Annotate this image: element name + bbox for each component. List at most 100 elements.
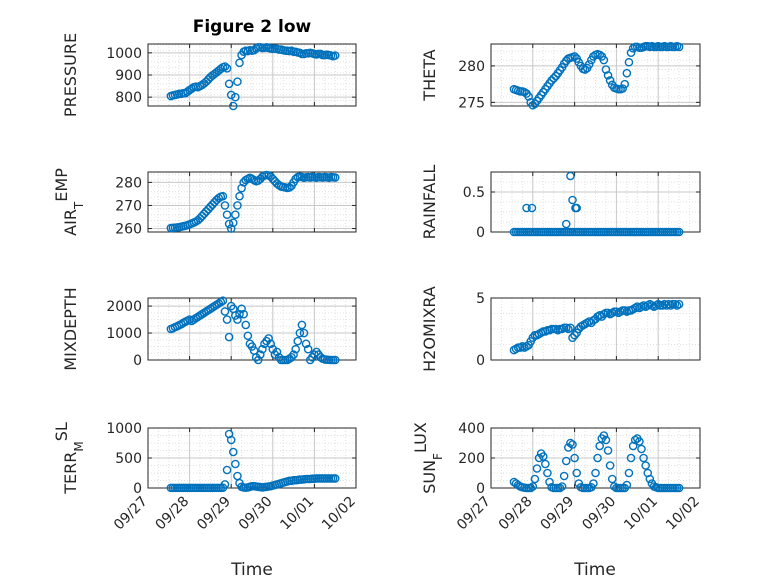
data-point (561, 456, 571, 466)
data-point (572, 203, 581, 213)
data-point (295, 328, 305, 338)
panel-theta: 275 280 THETA (420, 41, 701, 111)
data-point (624, 57, 634, 67)
data-point (580, 65, 590, 74)
data-point (226, 435, 236, 445)
y-tick-label: 0 (476, 225, 485, 241)
data-point (239, 309, 248, 319)
data-point (224, 79, 234, 89)
data-point (591, 468, 600, 478)
data-point (214, 193, 224, 203)
data-point (233, 201, 242, 210)
data-point (524, 92, 533, 101)
data-point (543, 468, 552, 478)
data-point (566, 171, 575, 181)
panel-mixdepth: 0 1000 2000 MIXDEPTH (61, 287, 357, 371)
data-point (235, 58, 244, 68)
data-point (289, 350, 298, 359)
data-point (220, 480, 230, 489)
data-point (639, 453, 648, 463)
data-point (226, 224, 236, 233)
data-point (228, 218, 238, 228)
data-point (626, 48, 636, 58)
y-tick-label: 2000 (106, 299, 142, 315)
data-point (522, 203, 531, 213)
data-point (272, 347, 282, 357)
data-point (605, 76, 615, 85)
panel-rainfall: 0 0.5 RAINFALL (420, 165, 701, 241)
axes-box (147, 171, 357, 233)
data-point (635, 437, 644, 446)
x-axis-label-left: Time (230, 560, 273, 580)
data-point (220, 307, 230, 316)
x-axis-label-right: Time (573, 560, 616, 580)
data-point (330, 355, 340, 365)
y-tick-label: 900 (115, 68, 142, 84)
data-point (599, 431, 609, 440)
y-tick-label: 280 (458, 59, 485, 75)
data-point (601, 435, 611, 445)
data-point (555, 483, 565, 493)
data-point (330, 51, 340, 60)
y-tick-label: 260 (115, 222, 142, 238)
data-point (534, 453, 544, 463)
data-point (266, 339, 276, 349)
y-axis-label: H2OMIXRA (420, 286, 439, 372)
data-point (626, 453, 636, 463)
data-point (216, 64, 226, 74)
y-tick-label: 275 (458, 95, 485, 111)
data-point (628, 44, 638, 53)
data-point (645, 474, 655, 484)
data-point (222, 210, 232, 219)
data-point (291, 344, 300, 354)
data-point (584, 60, 594, 69)
data-point (599, 55, 609, 65)
data-point (538, 452, 548, 461)
data-point (330, 173, 340, 182)
data-point (549, 73, 559, 83)
data-point (228, 101, 238, 111)
data-point (185, 315, 194, 324)
y-tick-label: 0 (476, 481, 485, 497)
y-tick-label: 0 (133, 481, 142, 497)
data-point (528, 333, 538, 342)
data-point (530, 474, 540, 484)
data-point (222, 64, 232, 73)
y-axis-label: THETA (420, 49, 439, 101)
data-point (233, 77, 242, 86)
data-point (218, 296, 228, 305)
y-tick-label: 1000 (106, 421, 142, 437)
data-point (224, 219, 234, 229)
data-point (220, 201, 230, 210)
axes-box (147, 297, 357, 361)
data-point (220, 62, 230, 71)
data-point (303, 344, 313, 354)
data-point (570, 330, 579, 340)
data-point (224, 332, 234, 342)
data-point (603, 446, 613, 455)
data-point (566, 438, 575, 448)
data-point (541, 459, 550, 469)
y-tick-label: 500 (115, 451, 142, 467)
data-point (237, 183, 246, 193)
data-point (243, 331, 253, 341)
data-point (256, 350, 265, 359)
data-point (301, 339, 311, 349)
y-tick-label: 0.5 (463, 185, 485, 201)
data-point (607, 474, 617, 484)
data-point (285, 183, 294, 192)
data-point (247, 342, 257, 351)
data-point (237, 304, 246, 314)
data-point (568, 333, 577, 342)
data-point (589, 479, 598, 488)
data-point (674, 227, 684, 237)
figure-title: Figure 2 low (193, 17, 312, 37)
data-point (231, 311, 240, 320)
y-tick-label: 1000 (106, 46, 142, 62)
data-point (532, 464, 542, 473)
data-point (568, 195, 577, 205)
data-point (231, 459, 240, 469)
data-point (622, 68, 632, 78)
data-point (231, 210, 240, 219)
data-point (235, 309, 244, 319)
